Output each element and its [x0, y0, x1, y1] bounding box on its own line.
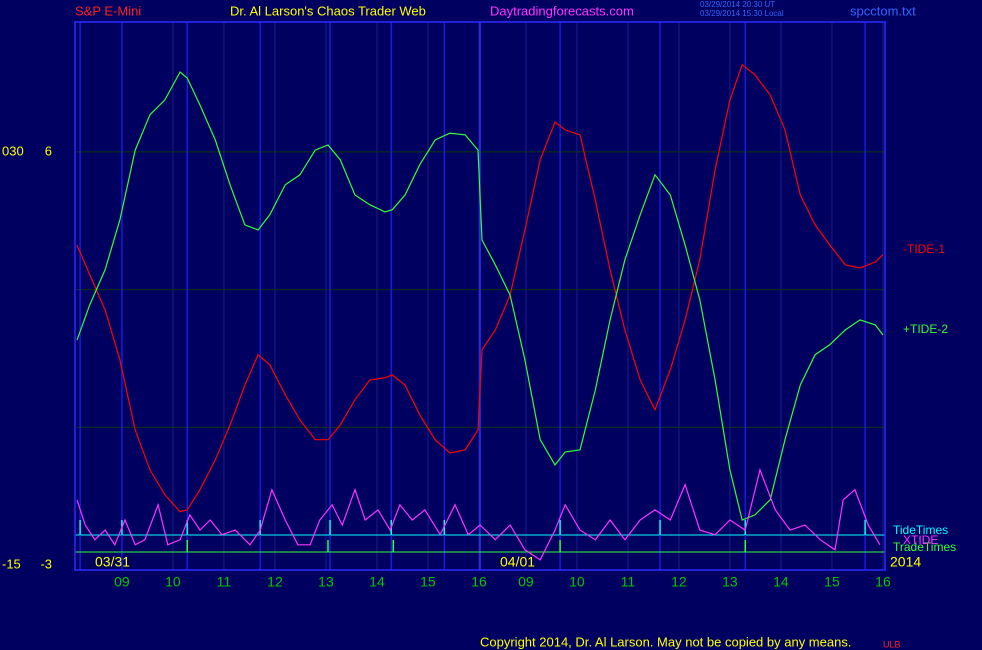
legend-label: XTIDE — [903, 533, 938, 547]
x-tick-label: 12 — [671, 574, 687, 590]
legend-label: -TIDE-1 — [903, 242, 945, 256]
x-tick-label: 11 — [621, 574, 636, 590]
x-tick-label: 16 — [875, 574, 891, 590]
website: Daytradingforecasts.com — [490, 3, 634, 18]
y-tick-label: -3 — [40, 556, 52, 571]
x-tick-label: 11 — [217, 574, 232, 590]
x-tick-label: 09 — [114, 574, 130, 590]
legend-label: +TIDE-2 — [903, 322, 948, 336]
plot-border — [74, 21, 886, 571]
x-tick-label: 15 — [824, 574, 840, 590]
y2-tick-label: -15 — [2, 556, 21, 571]
x-tick-label: 14 — [773, 574, 789, 590]
date-label: 03/31 — [95, 554, 130, 570]
x-tick-label: 12 — [267, 574, 283, 590]
x-tick-label: 13 — [318, 574, 334, 590]
legend-label: TideTimes — [893, 523, 948, 537]
x-tick-label: 10 — [165, 574, 181, 590]
y2-tick-label: 030 — [2, 143, 24, 158]
x-tick-label: 13 — [722, 574, 738, 590]
chart-title: Dr. Al Larson's Chaos Trader Web — [230, 3, 426, 18]
x-tick-label: 16 — [471, 574, 487, 590]
y-tick-label: 6 — [45, 143, 52, 158]
x-tick-label: 15 — [420, 574, 436, 590]
date-label: 04/01 — [500, 554, 535, 570]
stamp: ULB — [883, 639, 901, 649]
series-line — [76, 467, 881, 561]
file-name: spcctom.txt — [850, 3, 916, 18]
x-tick-label: 09 — [518, 574, 534, 590]
series-line — [76, 71, 884, 521]
x-tick-label: 14 — [369, 574, 385, 590]
symbol: S&P E-Mini — [75, 3, 141, 18]
copyright: Copyright 2014, Dr. Al Larson. May not b… — [480, 634, 851, 649]
year: 2014 — [890, 554, 921, 570]
legend-label: TradeTimes — [893, 540, 956, 554]
timestamp: 03/29/2014 20:30 UT — [700, 0, 775, 9]
timestamp: 03/29/2014 15:30 Local — [700, 9, 784, 18]
series-line — [76, 63, 884, 513]
x-tick-label: 10 — [569, 574, 585, 590]
